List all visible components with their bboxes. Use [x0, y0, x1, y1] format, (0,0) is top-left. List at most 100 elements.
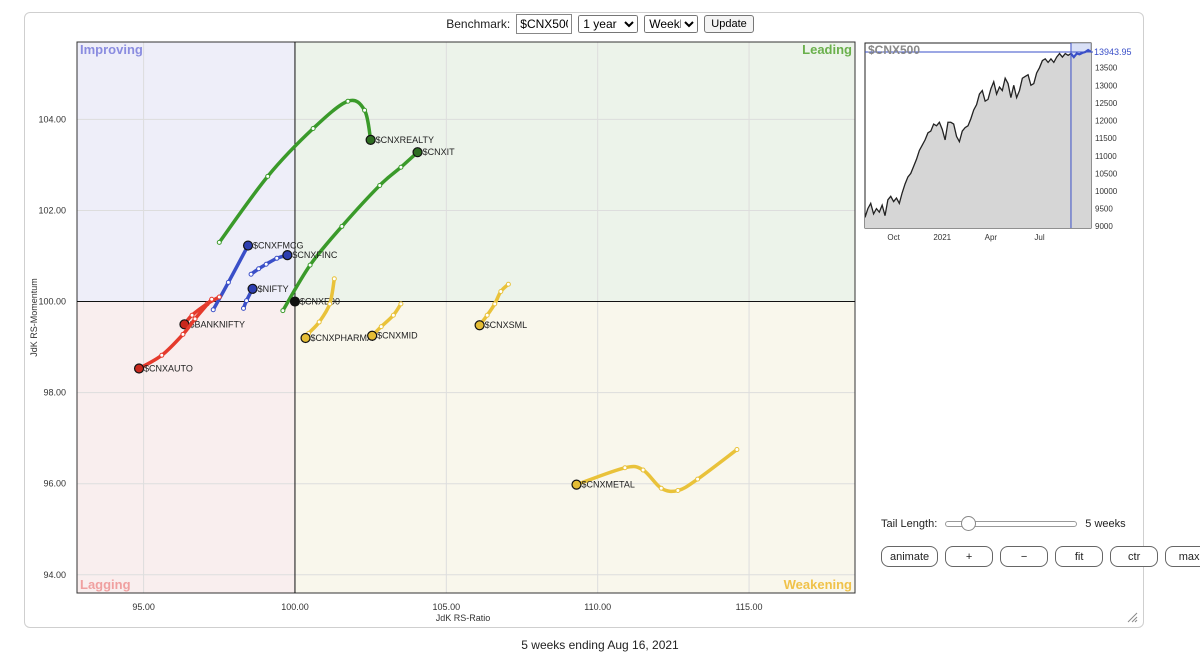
tail-point — [274, 255, 280, 261]
y-tick-label: 98.00 — [43, 388, 66, 398]
head-point — [282, 250, 293, 261]
mini-y-tick-label: 11500 — [1095, 134, 1117, 143]
tail-point — [310, 126, 316, 132]
series-label: $CNXAUTO — [144, 364, 193, 374]
series-cnxmid: $CNXMID — [367, 301, 418, 341]
x-axis-label: JdK RS-Ratio — [436, 613, 491, 623]
benchmark-label: Benchmark: — [446, 17, 511, 31]
resize-handle-icon[interactable] — [1126, 611, 1138, 623]
series-label: $CNXMETAL — [581, 480, 634, 490]
mini-x-tick-label: Oct — [887, 233, 900, 242]
tail-length-value: 5 weeks — [1085, 518, 1126, 530]
period-select[interactable]: 1 year — [578, 15, 639, 33]
chart-caption: 5 weeks ending Aug 16, 2021 — [521, 638, 679, 652]
series-label: $CNXFMCG — [253, 241, 304, 251]
zoom-in-button[interactable]: + — [945, 546, 994, 567]
head-point — [412, 147, 423, 158]
series-label: $CNXFINC — [292, 250, 338, 260]
update-button[interactable]: Update — [704, 15, 754, 33]
fit-button[interactable]: fit — [1055, 546, 1104, 567]
series-label: $CNXSML — [485, 320, 528, 330]
tail-point — [640, 467, 646, 473]
center-button[interactable]: ctr — [1110, 546, 1159, 567]
tail-point — [505, 281, 511, 287]
series-label: $NIFTY — [258, 284, 289, 294]
interval-select[interactable]: Weekly — [644, 15, 699, 33]
mini-y-tick-label: 13500 — [1095, 64, 1118, 73]
tail-point — [240, 305, 246, 311]
tail-point — [695, 476, 701, 482]
tail-point — [280, 308, 286, 314]
tail-point — [244, 298, 250, 304]
series-cnxpharma: $CNXPHARMA — [300, 276, 374, 344]
mini-x-tick-label: 2021 — [933, 233, 951, 242]
benchmark-controls: Benchmark: 1 year Weekly Update — [0, 12, 1200, 36]
tail-point — [378, 324, 384, 330]
series-label: $CNXIT — [423, 147, 456, 157]
y-axis-label: JdK RS-Momentum — [29, 278, 39, 357]
tail-length-slider[interactable] — [945, 516, 1078, 531]
tail-point — [484, 312, 490, 318]
series-label: $CNXREALTY — [376, 135, 434, 145]
tail-point — [225, 279, 231, 285]
tail-point — [734, 447, 740, 453]
head-point — [133, 363, 145, 374]
head-point — [300, 332, 311, 344]
tail-length-slider-thumb[interactable] — [961, 516, 977, 531]
tail-line — [370, 302, 403, 338]
series-cnxit: $CNXIT — [280, 147, 456, 314]
y-tick-label: 96.00 — [43, 479, 66, 489]
mini-y-tick-label: 12000 — [1095, 117, 1118, 126]
mini-y-tick-label: 9500 — [1095, 205, 1113, 214]
max-button[interactable]: max — [1165, 546, 1200, 567]
zoom-out-button[interactable]: − — [1000, 546, 1049, 567]
mini-last-value-bg — [1093, 46, 1139, 58]
quadrant-leading — [294, 42, 856, 302]
series-cnxsml: $CNXSML — [474, 281, 528, 331]
tail-point — [339, 223, 345, 229]
y-tick-label: 104.00 — [38, 114, 66, 124]
mini-x-tick-label: Jul — [1034, 233, 1044, 242]
series-cnxfmcg: $CNXFMCG — [210, 240, 304, 313]
tail-point — [248, 271, 254, 277]
series-cnxauto: $CNXAUTO — [133, 296, 215, 374]
tail-point — [216, 294, 222, 300]
benchmark-input[interactable] — [516, 14, 573, 34]
y-tick-label: 102.00 — [38, 205, 66, 215]
mini-area — [865, 50, 1091, 228]
mini-y-tick-label: 10000 — [1095, 187, 1118, 196]
tail-point — [377, 182, 383, 188]
tail-point — [192, 316, 198, 322]
tail-point — [622, 465, 628, 471]
head-point — [247, 283, 258, 294]
mini-y-tick-label: 10500 — [1095, 169, 1118, 178]
y-tick-label: 100.00 — [38, 297, 66, 307]
series-label: $CNXPHARMA — [311, 333, 374, 343]
mini-y-tick-label: 13000 — [1095, 81, 1118, 90]
head-point — [474, 320, 485, 331]
animate-button[interactable]: animate — [881, 546, 939, 567]
series-cnxmetal: $CNXMETAL — [571, 447, 740, 494]
head-point — [571, 479, 582, 490]
quadrant-weakening — [294, 301, 856, 593]
x-tick-label: 100.00 — [281, 602, 309, 612]
quadrant-label-lagging: Lagging — [80, 577, 131, 592]
head-point — [365, 134, 376, 146]
mini-line — [864, 52, 1072, 218]
y-tick-label: 94.00 — [43, 570, 66, 580]
series-label: $BANKNIFTY — [189, 319, 245, 329]
tail-point — [345, 98, 351, 104]
tail-point — [316, 319, 322, 325]
quadrant-improving — [77, 42, 295, 302]
series-cnxe90: $CNXE90 — [289, 296, 340, 307]
head-point — [242, 240, 254, 251]
mini-last-value-label: 13943.95 — [1094, 47, 1132, 57]
x-tick-label: 110.00 — [584, 602, 611, 612]
tail-point — [216, 239, 222, 245]
series-cnxrealty: $CNXREALTY — [216, 98, 434, 245]
tail-point — [498, 289, 504, 295]
tail-point — [362, 107, 368, 113]
tail-point — [675, 488, 681, 494]
tail-point — [307, 262, 313, 268]
